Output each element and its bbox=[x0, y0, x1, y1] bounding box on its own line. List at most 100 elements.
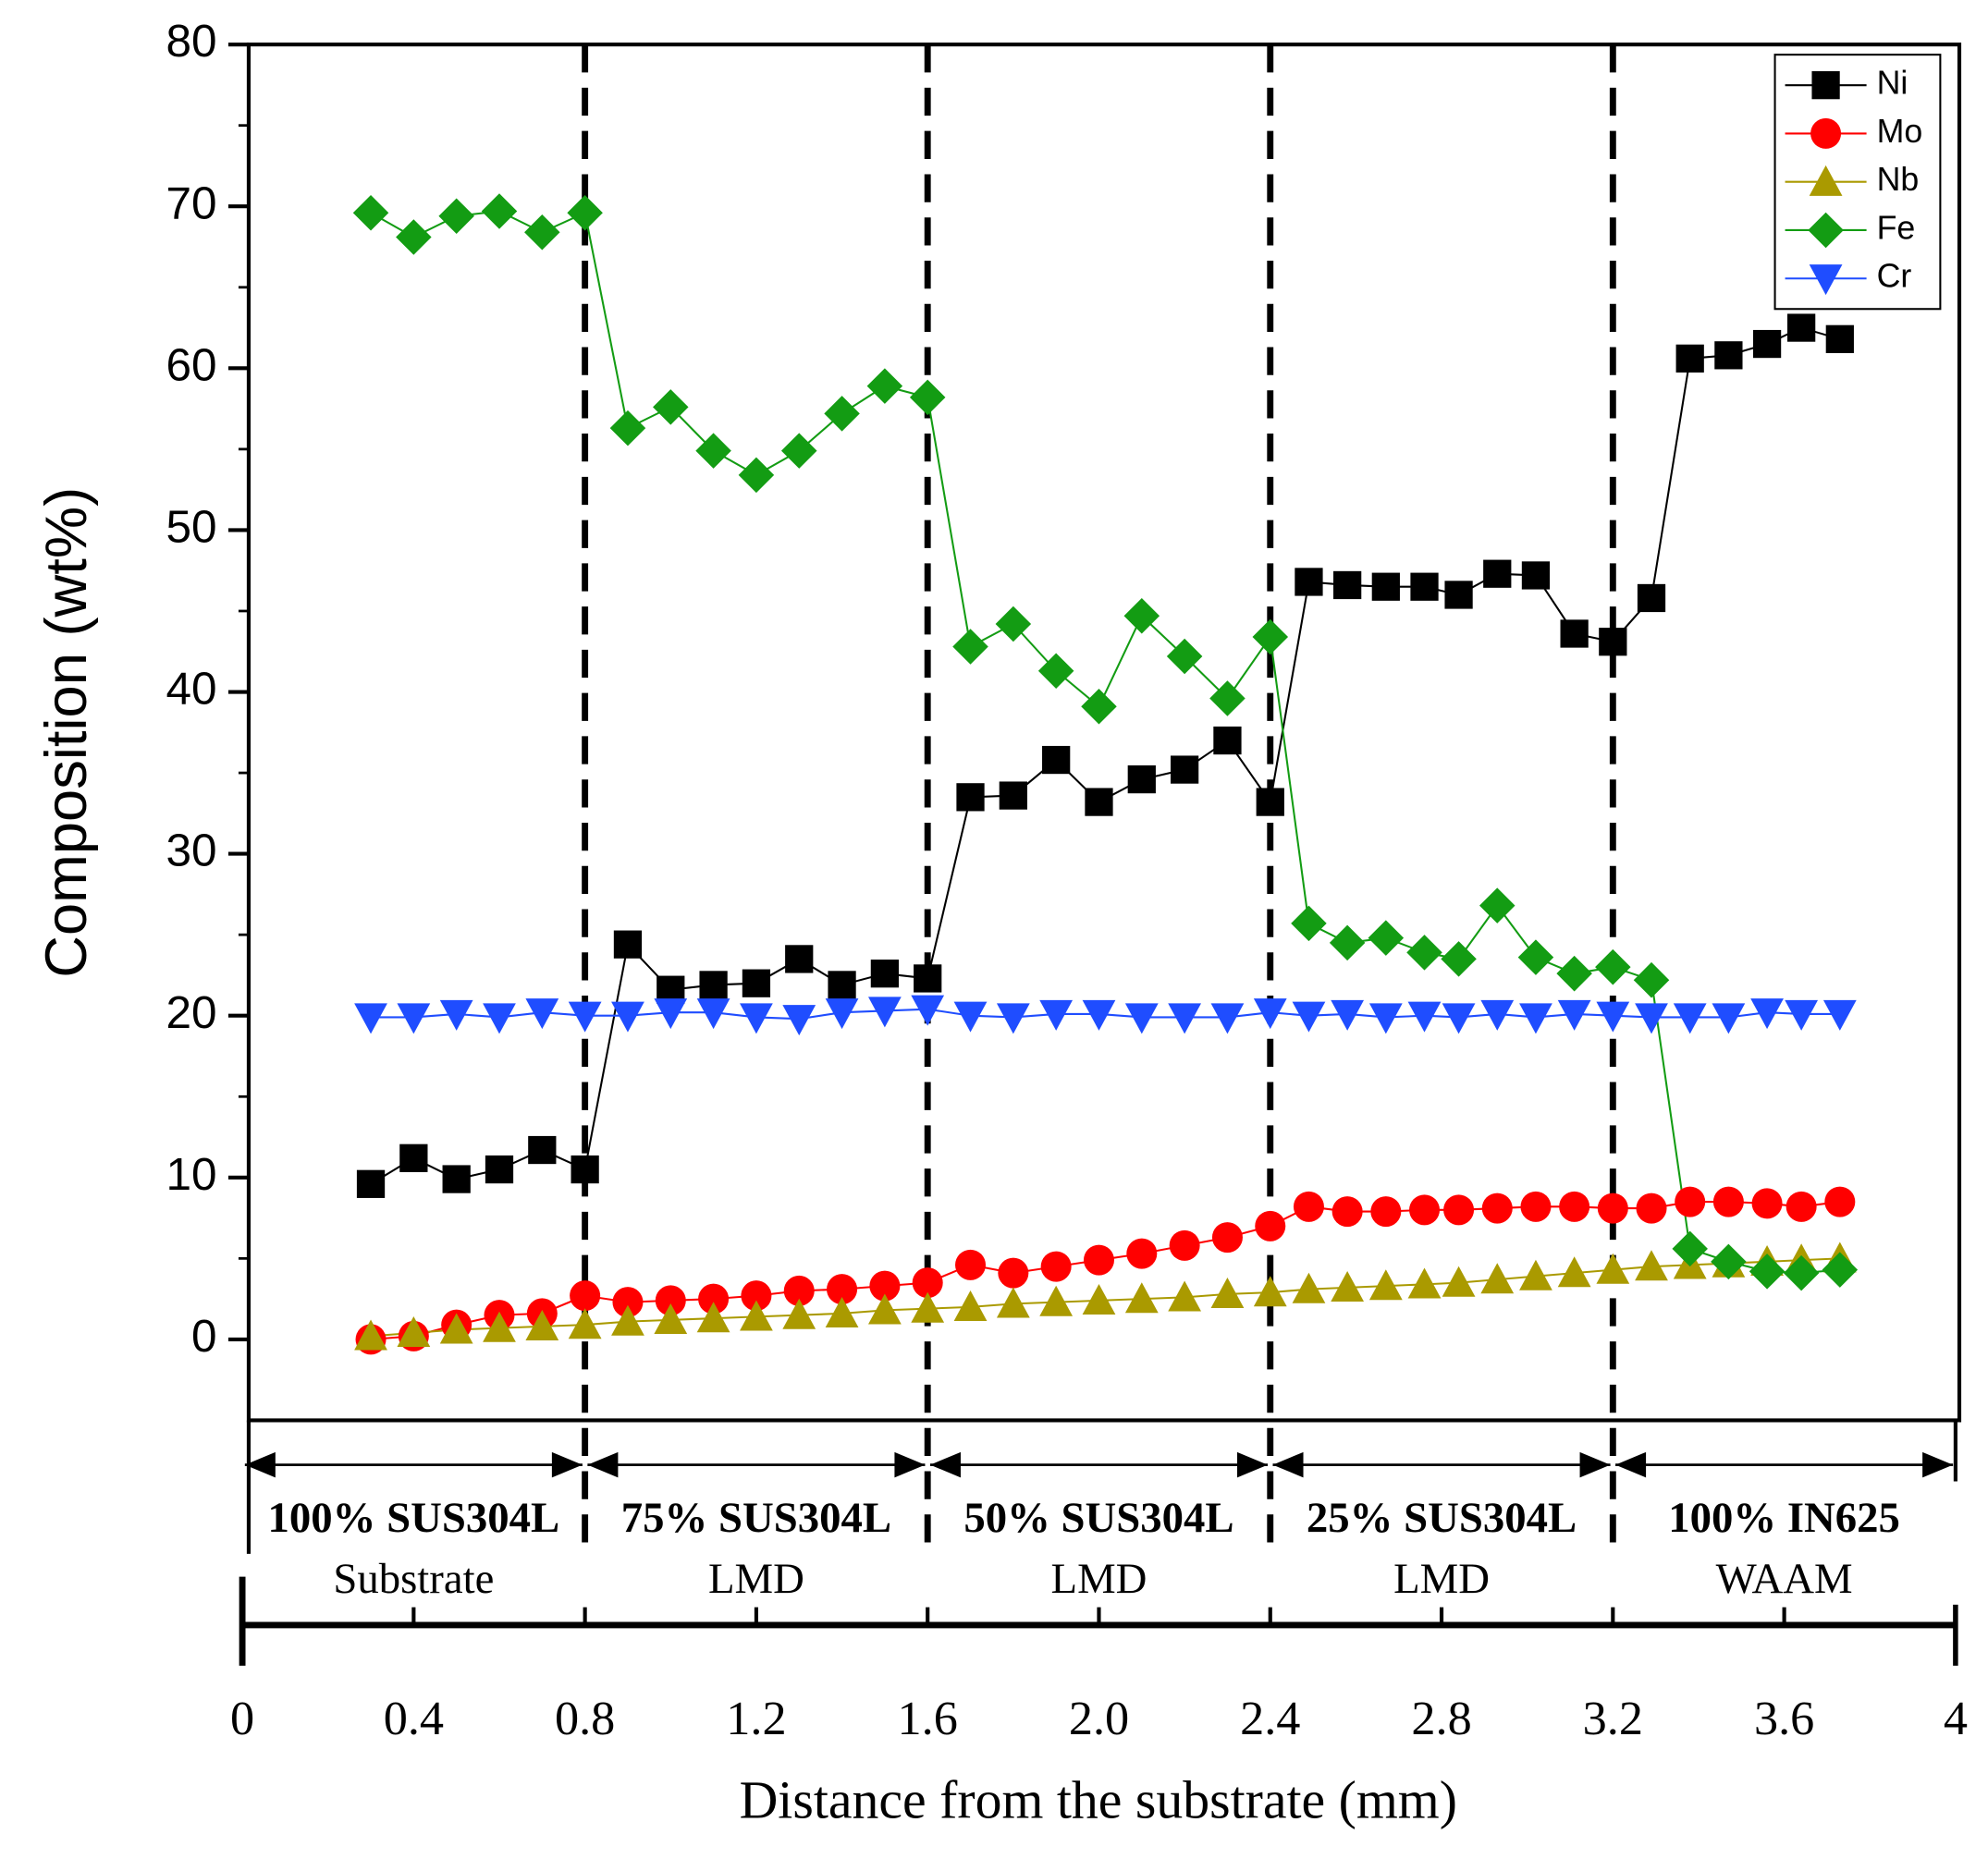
marker bbox=[1480, 1263, 1515, 1294]
marker bbox=[1675, 1186, 1706, 1217]
marker bbox=[1210, 1277, 1245, 1309]
x-tick-label: 2.4 bbox=[1240, 1692, 1300, 1745]
marker bbox=[1479, 887, 1516, 923]
section-label: 50% SUS304L bbox=[963, 1494, 1233, 1542]
marker bbox=[1292, 1272, 1326, 1303]
marker bbox=[698, 1283, 730, 1315]
marker bbox=[1714, 341, 1743, 370]
marker bbox=[1596, 1001, 1630, 1033]
marker bbox=[1750, 998, 1784, 1030]
section-label: 75% SUS304L bbox=[621, 1494, 891, 1542]
marker bbox=[397, 1316, 431, 1348]
marker bbox=[1123, 597, 1160, 634]
marker bbox=[912, 1267, 943, 1299]
marker bbox=[1636, 1192, 1667, 1224]
plot-frame bbox=[246, 43, 1962, 1423]
marker bbox=[738, 457, 775, 494]
marker bbox=[439, 999, 473, 1031]
legend-label: Mo bbox=[1877, 113, 1923, 150]
marker bbox=[996, 1287, 1030, 1318]
marker bbox=[1635, 1250, 1668, 1281]
marker bbox=[1808, 212, 1844, 249]
x-tick-label: 0 bbox=[230, 1692, 254, 1745]
marker bbox=[828, 971, 856, 999]
marker bbox=[570, 1280, 601, 1312]
marker bbox=[1331, 999, 1365, 1031]
x-tick-label: 1.6 bbox=[898, 1692, 958, 1745]
marker bbox=[1635, 1003, 1668, 1034]
marker bbox=[1809, 165, 1843, 196]
marker bbox=[654, 1303, 688, 1335]
marker bbox=[611, 1304, 644, 1336]
marker bbox=[1124, 1003, 1159, 1034]
marker bbox=[1368, 920, 1405, 956]
section-label: 100% IN625 bbox=[1668, 1494, 1900, 1542]
marker bbox=[696, 998, 730, 1030]
marker bbox=[1596, 1253, 1630, 1284]
marker bbox=[953, 1290, 988, 1322]
marker bbox=[1210, 1003, 1245, 1034]
marker bbox=[1291, 905, 1327, 942]
marker bbox=[1480, 999, 1515, 1031]
marker bbox=[1410, 572, 1439, 601]
marker bbox=[1824, 1186, 1856, 1217]
marker bbox=[1785, 999, 1819, 1031]
marker bbox=[869, 1270, 901, 1302]
marker bbox=[1809, 264, 1843, 296]
marker bbox=[909, 379, 946, 416]
y-tick-label: 60 bbox=[166, 339, 216, 390]
y-tick-label: 10 bbox=[166, 1149, 216, 1200]
y-tick-label: 80 bbox=[166, 16, 216, 67]
marker bbox=[1521, 561, 1551, 590]
marker bbox=[1520, 1191, 1552, 1222]
marker bbox=[1749, 1254, 1786, 1290]
marker bbox=[1169, 1229, 1200, 1261]
marker bbox=[956, 783, 985, 812]
marker bbox=[1712, 1003, 1746, 1034]
marker bbox=[1595, 948, 1631, 985]
y-tick-label: 70 bbox=[166, 177, 216, 228]
y-tick-label: 30 bbox=[166, 826, 216, 876]
marker bbox=[1673, 1003, 1707, 1034]
marker bbox=[571, 1155, 599, 1184]
marker bbox=[783, 1275, 815, 1306]
marker bbox=[1442, 1003, 1476, 1034]
marker bbox=[824, 396, 860, 432]
marker bbox=[396, 219, 432, 255]
marker bbox=[483, 1003, 516, 1034]
x-tick-label: 0.4 bbox=[384, 1692, 444, 1745]
marker bbox=[483, 1311, 516, 1342]
marker bbox=[1371, 572, 1400, 601]
marker bbox=[1597, 1192, 1628, 1224]
x-tick-label: 3.6 bbox=[1754, 1692, 1814, 1745]
marker bbox=[1040, 1251, 1072, 1282]
marker bbox=[1407, 1001, 1442, 1033]
marker bbox=[568, 1308, 602, 1339]
marker bbox=[1560, 619, 1589, 648]
marker bbox=[782, 1005, 816, 1036]
marker bbox=[612, 1287, 644, 1318]
marker bbox=[439, 1313, 473, 1344]
marker bbox=[911, 995, 945, 1026]
marker bbox=[870, 960, 900, 988]
marker bbox=[1126, 1238, 1158, 1269]
marker bbox=[1409, 1194, 1441, 1226]
marker bbox=[695, 433, 731, 469]
y-tick-label: 0 bbox=[191, 1311, 217, 1362]
marker bbox=[827, 1274, 858, 1305]
marker bbox=[1293, 1191, 1324, 1222]
marker bbox=[1085, 788, 1113, 816]
marker bbox=[1252, 618, 1289, 655]
marker bbox=[782, 1298, 816, 1329]
marker bbox=[1752, 329, 1782, 359]
marker bbox=[1786, 1191, 1817, 1222]
marker bbox=[1442, 1266, 1476, 1297]
marker bbox=[1637, 583, 1666, 613]
marker bbox=[524, 214, 560, 251]
marker bbox=[1168, 1280, 1202, 1312]
marker bbox=[1370, 1196, 1402, 1228]
y-tick-label: 50 bbox=[166, 502, 216, 553]
marker bbox=[825, 998, 859, 1030]
marker bbox=[1519, 1003, 1552, 1034]
